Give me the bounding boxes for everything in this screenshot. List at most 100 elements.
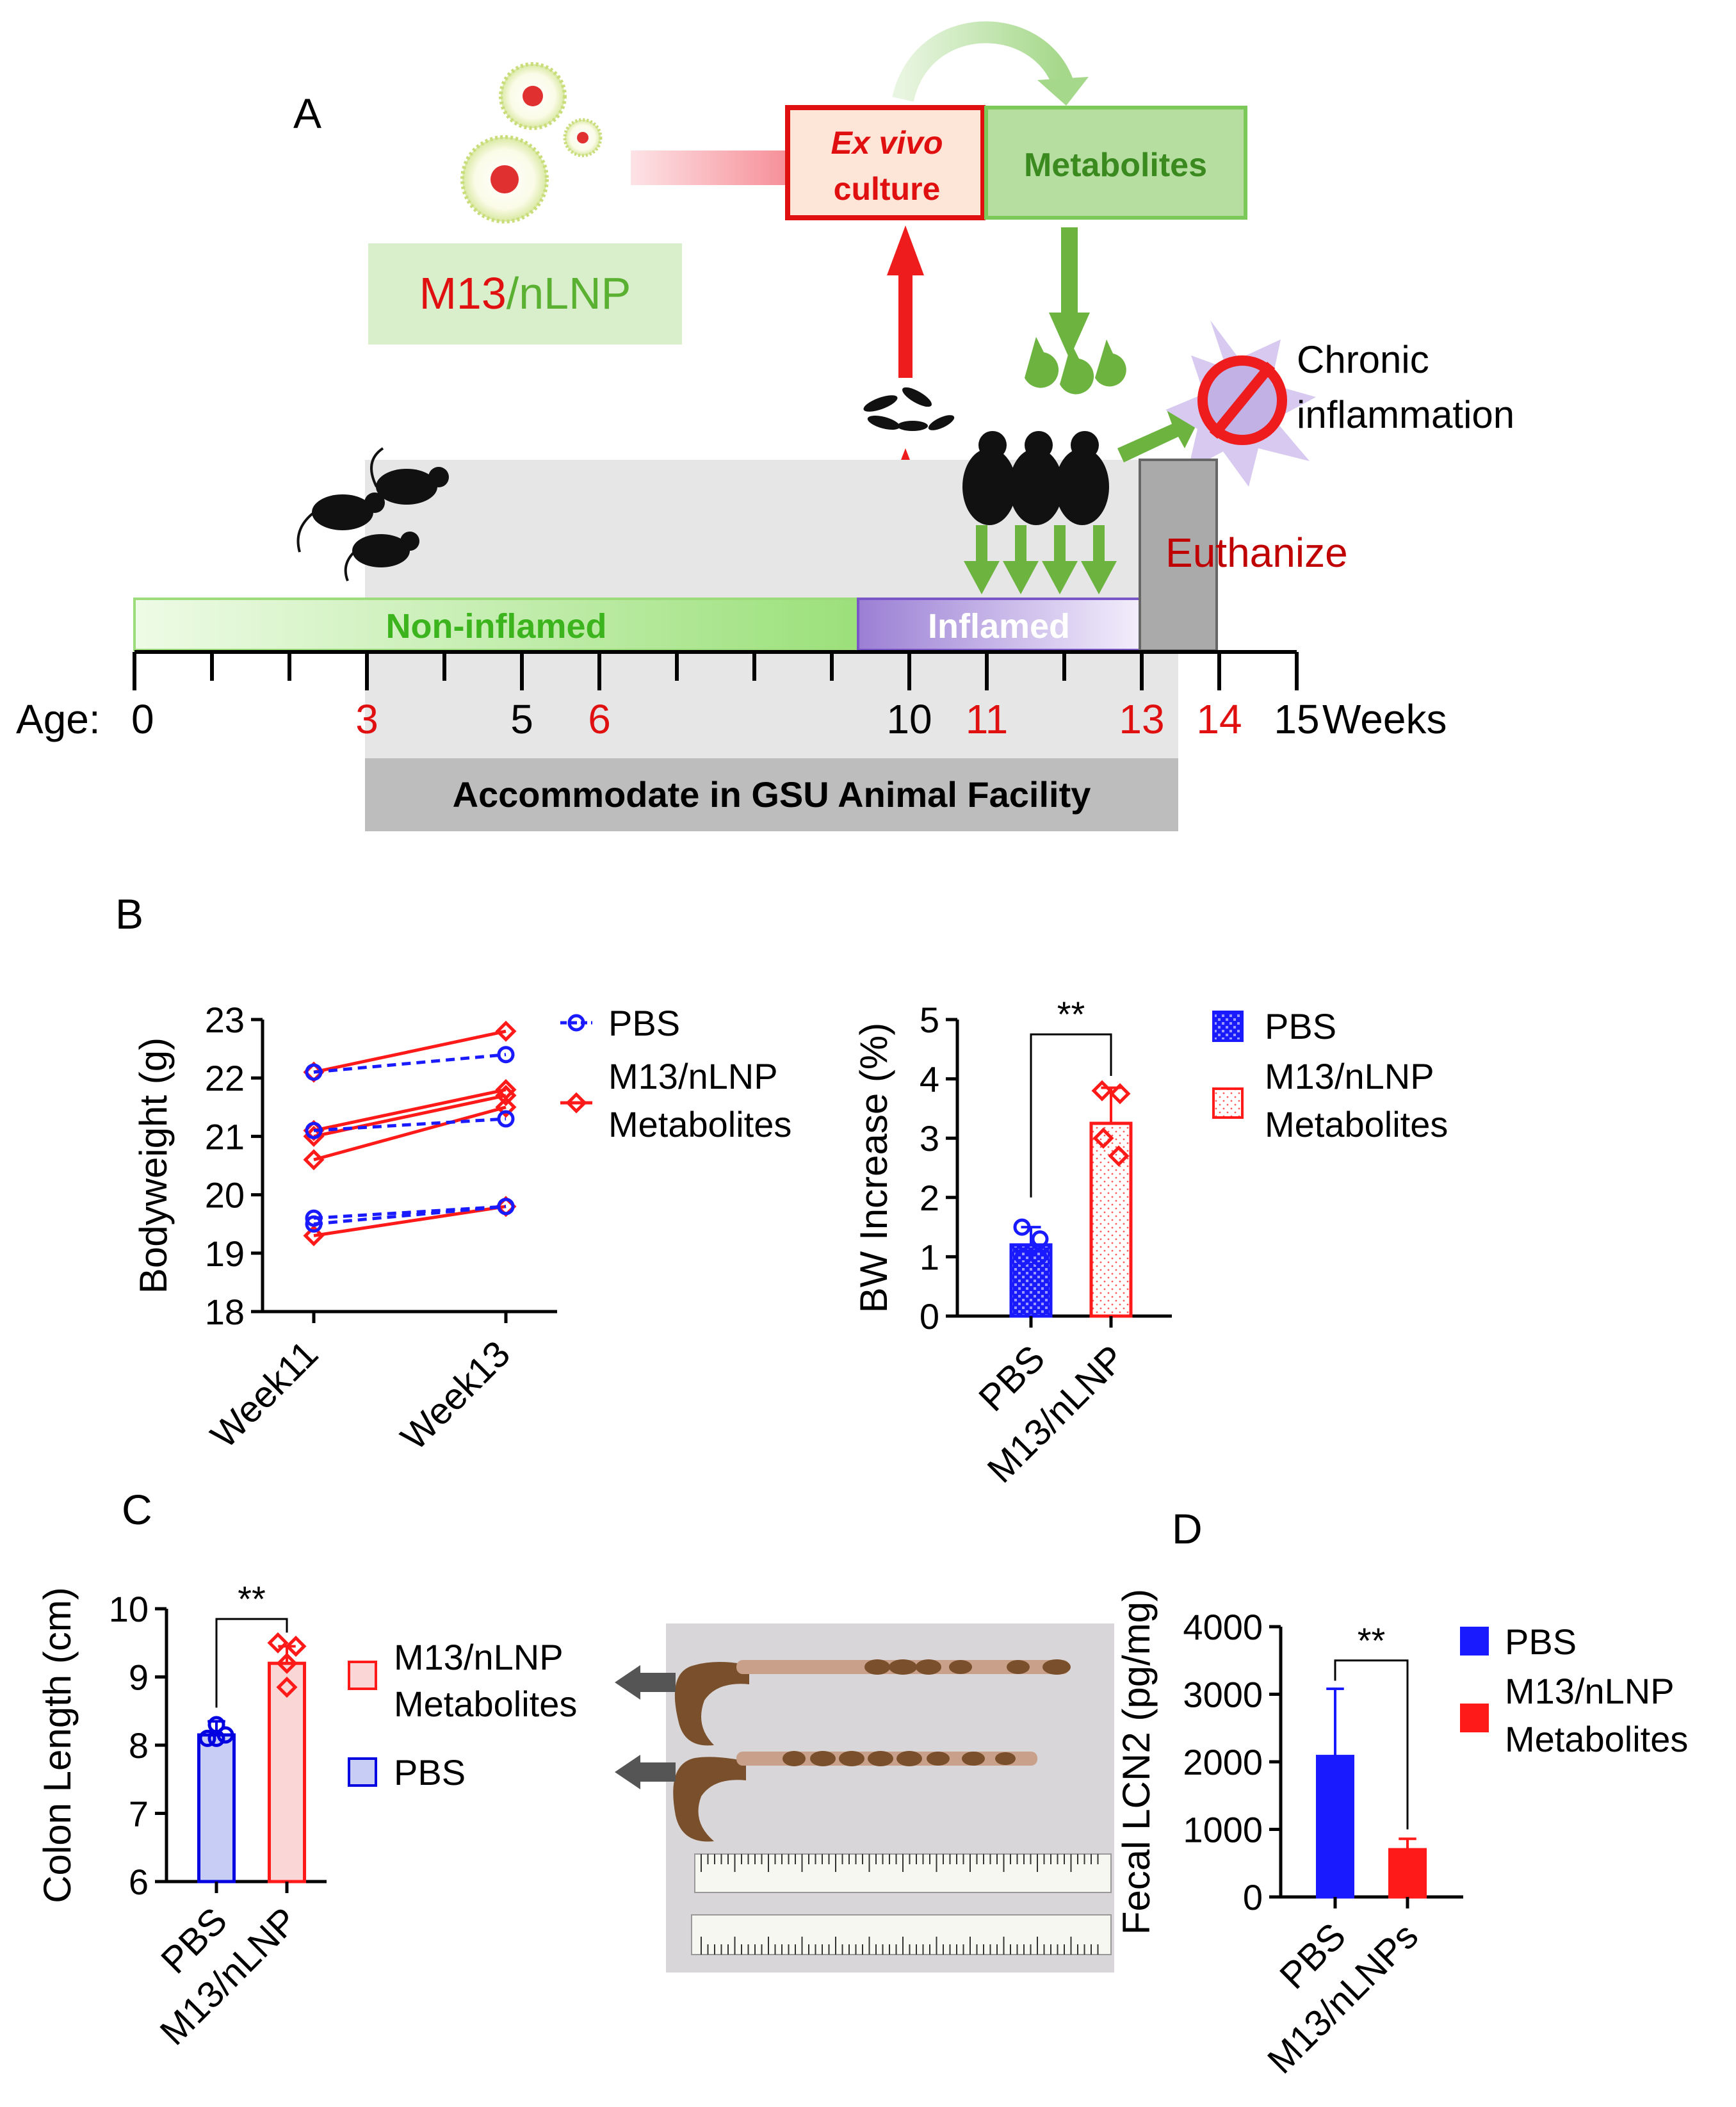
- y-tick-label: 18: [205, 1292, 245, 1332]
- pbs-point: [207, 1729, 225, 1747]
- bar-m13: [1388, 1848, 1427, 1899]
- age-tick-label: 15: [1274, 696, 1319, 742]
- m13-point: [1092, 1127, 1114, 1149]
- facility-bar: [365, 758, 1178, 831]
- legend-pbs-swatch: [348, 1757, 377, 1787]
- y-tick-label: 2: [920, 1178, 939, 1218]
- y-tick-label: 22: [205, 1058, 245, 1098]
- pbs-point: [199, 1729, 216, 1747]
- y-tick-label: 4000: [1183, 1607, 1263, 1647]
- facility-label: Accommodate in GSU Animal Facility: [453, 774, 1091, 815]
- metabolite-droplets: [1025, 337, 1126, 395]
- red-arrow-upper: [898, 272, 913, 378]
- y-tick-label: 20: [205, 1175, 245, 1216]
- pbs-line: [313, 1205, 507, 1226]
- m13-point: [267, 1632, 289, 1654]
- legend-m13-label-1: M13/nLNP: [1265, 1056, 1434, 1096]
- significance-label: **: [1057, 994, 1085, 1034]
- age-tick-label: 10: [886, 696, 932, 742]
- colon-photo: [666, 1623, 1114, 1973]
- pbs-point: [497, 1046, 515, 1064]
- y-tick-label: 5: [920, 1000, 939, 1040]
- pbs-point: [305, 1063, 323, 1081]
- pbs-point: [216, 1726, 234, 1744]
- legend-pbs-swatch: [1212, 1011, 1244, 1042]
- legend-m13-label-1: M13/nLNP: [1505, 1671, 1675, 1711]
- green-arrow-diagonal: [1117, 410, 1201, 462]
- x-tick-label: Week11: [203, 1333, 327, 1456]
- legend-m13-swatch: [1460, 1704, 1489, 1732]
- culture-label: culture: [834, 171, 941, 207]
- pbs-point: [305, 1215, 323, 1233]
- legend-pbs-label: PBS: [608, 1003, 680, 1043]
- m13-line: [313, 1205, 507, 1237]
- y-axis-label: Fecal LCN2 (pg/mg): [1115, 1589, 1158, 1935]
- green-arrow-down: [1061, 227, 1078, 317]
- inhibition-icon: [1165, 320, 1316, 487]
- age-tick-label: 13: [1119, 696, 1164, 742]
- m13-point: [495, 1020, 517, 1042]
- significance-bracket: [215, 1618, 288, 1708]
- panel-a: A M13/nLNP Ex vivo culture Metabolites: [16, 21, 1514, 831]
- legend-pbs-label: PBS: [394, 1752, 466, 1793]
- x-tick-label: M13/nLNP: [152, 1900, 305, 2053]
- panel-b-label: B: [115, 890, 143, 938]
- treatment-box: [368, 243, 682, 345]
- y-tick-label: 23: [205, 1000, 245, 1040]
- significance-label: **: [238, 1579, 266, 1619]
- pbs-point: [497, 1110, 515, 1128]
- weeks-label: Weeks: [1322, 696, 1447, 742]
- pbs-line: [313, 1117, 507, 1132]
- age-tick-label: 3: [355, 696, 378, 742]
- m13-line: [313, 1029, 507, 1074]
- panel-c-label: C: [122, 1486, 152, 1533]
- ex-vivo-box: [785, 105, 986, 220]
- metabolites-box: [984, 106, 1247, 220]
- pbs-point: [497, 1198, 515, 1216]
- legend-m13-label-2: Metabolites: [1505, 1719, 1688, 1759]
- m13-point: [285, 1636, 307, 1657]
- legend-pbs-label: PBS: [1505, 1622, 1577, 1662]
- legend-pbs-swatch: [1460, 1627, 1489, 1656]
- y-tick-label: 8: [129, 1725, 149, 1766]
- panel-d-label: D: [1172, 1505, 1203, 1552]
- phase-noninflamed: [133, 598, 859, 651]
- colon-lower: [673, 1751, 1037, 1842]
- euthanize-block: [1139, 459, 1218, 652]
- bar-pbs: [1316, 1755, 1354, 1899]
- pbs-point: [1031, 1230, 1049, 1248]
- significance-bracket: [1030, 1033, 1112, 1198]
- arrow-to-upper-colon: [615, 1665, 676, 1700]
- pbs-line: [313, 1205, 507, 1220]
- chart-fecal-lcn2: 0 1000 2000 3000 4000 Fecal LCN2 (pg/mg) PBS M1…: [1115, 1589, 1688, 2082]
- legend-m13-label-2: Metabolites: [608, 1104, 791, 1144]
- m13-line: [313, 1105, 507, 1162]
- legend-pbs-label: PBS: [1265, 1006, 1336, 1046]
- fecal-pellets-icon: [863, 387, 955, 431]
- age-tick-label: 0: [131, 696, 154, 742]
- legend-m13-label-2: Metabolites: [1265, 1104, 1448, 1144]
- significance-bracket: [1334, 1659, 1409, 1830]
- y-tick-label: 3000: [1183, 1675, 1263, 1715]
- y-tick-label: 3: [920, 1118, 939, 1159]
- legend-m13-marker: [565, 1092, 587, 1114]
- ex-vivo-label: Ex vivo: [831, 125, 943, 161]
- y-tick-label: 21: [205, 1116, 245, 1157]
- age-prefix: Age:: [16, 696, 101, 742]
- euthanize-label: Euthanize: [1165, 530, 1348, 576]
- legend-m13-swatch: [1212, 1087, 1244, 1119]
- age-tick-label: 14: [1196, 696, 1242, 742]
- mice-icon-inflamed: [962, 431, 1109, 525]
- y-tick-label: 10: [109, 1589, 149, 1629]
- significance-label: **: [1358, 1620, 1386, 1661]
- y-tick-label: 4: [920, 1059, 939, 1100]
- m13-point: [495, 1096, 517, 1118]
- pbs-point: [1013, 1218, 1031, 1236]
- y-axis-label: Colon Length (cm): [36, 1587, 79, 1903]
- ruler-ticks: [701, 1854, 1099, 1955]
- y-tick-label: 19: [205, 1233, 245, 1274]
- phase-inflamed: [857, 598, 1141, 651]
- chart-colon-length: 6 7 8 9 10 Colon Length (cm) PBS M13/nLNP ** M13/…: [36, 1579, 577, 2053]
